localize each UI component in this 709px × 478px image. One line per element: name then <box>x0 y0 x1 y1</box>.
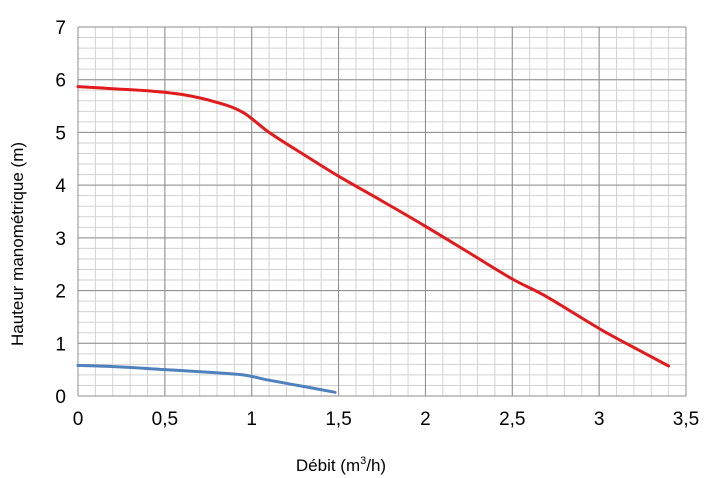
series-line-red <box>76 85 671 368</box>
series-line-blue <box>76 363 337 394</box>
x-tick-label: 1 <box>246 409 257 430</box>
y-tick-label: 6 <box>55 71 66 92</box>
y-tick-label: 4 <box>55 176 66 197</box>
grid-major <box>77 26 687 397</box>
y-tick-label: 0 <box>55 387 66 408</box>
x-tick-label: 0 <box>73 409 84 430</box>
x-tick-label: 2,5 <box>499 409 525 430</box>
x-tick-label: 3,5 <box>673 409 699 430</box>
y-tick-label: 5 <box>55 123 66 144</box>
grid-minor <box>77 26 687 397</box>
series-layer <box>76 85 671 394</box>
x-tick-label: 2 <box>420 409 431 430</box>
y-tick-label: 2 <box>55 282 66 303</box>
x-tick-label: 1,5 <box>325 409 351 430</box>
y-tick-label: 7 <box>55 18 66 39</box>
y-tick-label: 3 <box>55 229 66 250</box>
x-tick-label: 0,5 <box>152 409 178 430</box>
y-axis-title: Hauteur manométrique (m) <box>8 142 27 346</box>
x-tick-label: 3 <box>594 409 605 430</box>
y-tick-label: 1 <box>55 334 66 355</box>
x-axis-title: Débit (m3/h) <box>296 455 386 475</box>
y-tick-labels: 0 1 2 3 4 5 6 7 <box>55 18 66 408</box>
x-tick-labels: 0 0,5 1 1,5 2 2,5 3 3,5 <box>73 409 700 430</box>
